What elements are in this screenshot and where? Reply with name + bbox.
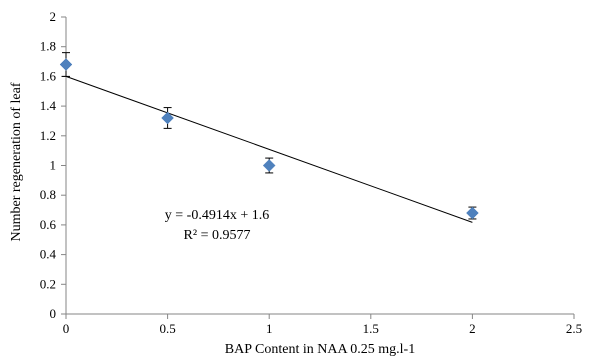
y-axis-title: Number regeneration of leaf (9, 82, 24, 241)
x-tick-label: 1.5 (363, 321, 379, 336)
y-tick-label: 0.2 (40, 276, 56, 291)
x-tick-label: 2 (469, 321, 476, 336)
y-tick-label: 1.8 (40, 39, 56, 54)
data-points (59, 52, 479, 220)
trendline-r-squared: R² = 0.9577 (184, 228, 251, 243)
y-tick-label: 0 (50, 306, 57, 321)
y-tick-label: 0.8 (40, 187, 56, 202)
y-tick-label: 1 (50, 158, 57, 173)
data-point (466, 206, 479, 220)
x-tick-label: 1 (266, 321, 273, 336)
x-tick-label: 2.5 (566, 321, 582, 336)
y-tick-label: 1.2 (40, 128, 56, 143)
trendline-group (65, 75, 473, 223)
y-tick-label: 0.4 (40, 247, 57, 262)
y-tick-label: 2 (50, 9, 57, 24)
x-axis-title: BAP Content in NAA 0.25 mg.l-1 (225, 342, 415, 357)
data-point (59, 58, 73, 71)
trendline (65, 75, 473, 223)
trendline-equation: y = -0.4914x + 1.6 (165, 208, 269, 223)
data-point (161, 111, 174, 125)
y-tick-label: 1.6 (40, 68, 57, 83)
axes: 0 0.2 0.4 0.6 0.8 1 1.2 1.4 1.6 1.8 2 0 0.5 1 1.5 2 2.5 (40, 9, 582, 336)
y-tick-label: 1.4 (40, 98, 57, 113)
y-tick-label: 0.6 (40, 217, 57, 232)
x-tick-label: 0 (63, 321, 70, 336)
x-tick-label: 0.5 (159, 321, 175, 336)
data-point (262, 159, 276, 172)
